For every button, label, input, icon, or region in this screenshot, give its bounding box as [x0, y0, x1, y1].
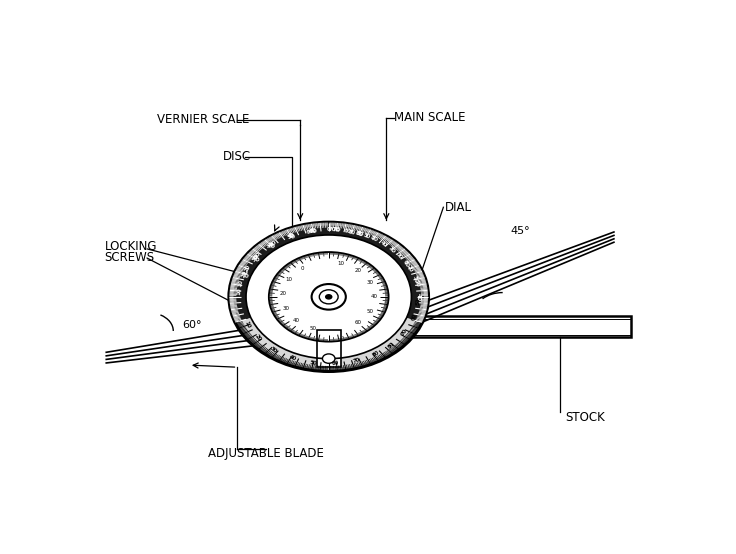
Text: SCREWS: SCREWS [105, 251, 155, 264]
Text: 30: 30 [251, 254, 260, 263]
Circle shape [322, 354, 335, 363]
Text: 30: 30 [395, 251, 403, 260]
Text: 80: 80 [355, 230, 364, 238]
Text: 70: 70 [352, 357, 361, 364]
Circle shape [319, 290, 338, 304]
Text: 30: 30 [367, 280, 374, 285]
Text: 40: 40 [266, 241, 276, 250]
Text: 40: 40 [293, 319, 300, 324]
Wedge shape [229, 222, 428, 322]
Text: 50: 50 [286, 232, 296, 240]
Text: 0: 0 [327, 227, 331, 232]
Text: 80: 80 [386, 341, 395, 350]
Text: 60: 60 [355, 320, 361, 326]
Text: 20: 20 [406, 264, 414, 273]
Text: 20: 20 [254, 334, 262, 342]
Text: 60: 60 [411, 313, 417, 322]
Text: 70: 70 [328, 227, 336, 233]
Text: DIAL: DIAL [445, 201, 472, 214]
Text: DISC: DISC [223, 151, 251, 163]
Text: 20: 20 [244, 264, 252, 273]
Text: 45°: 45° [510, 225, 530, 235]
Text: 70: 70 [400, 328, 408, 337]
Text: 60: 60 [309, 228, 317, 234]
Text: VERNIER SCALE: VERNIER SCALE [157, 114, 250, 126]
Text: 50: 50 [309, 360, 317, 366]
Circle shape [325, 294, 333, 300]
Text: 40: 40 [371, 294, 378, 299]
Circle shape [269, 252, 389, 342]
Text: 80: 80 [369, 235, 378, 243]
Wedge shape [235, 318, 422, 372]
Text: 80: 80 [372, 350, 381, 358]
Text: 20: 20 [280, 291, 287, 296]
Circle shape [311, 284, 346, 310]
Text: 50: 50 [310, 326, 316, 331]
Text: 10: 10 [337, 261, 344, 266]
Text: ADJUSTABLE BLADE: ADJUSTABLE BLADE [208, 447, 324, 460]
Text: LOCKING: LOCKING [105, 240, 157, 253]
Text: 60: 60 [402, 259, 411, 268]
Text: 60: 60 [308, 228, 318, 234]
Text: STOCK: STOCK [565, 411, 605, 424]
Text: 80: 80 [355, 230, 364, 238]
Bar [316, 330, 341, 367]
Text: 50: 50 [362, 232, 371, 240]
Text: 60: 60 [343, 228, 352, 234]
Text: 80: 80 [347, 229, 356, 235]
Text: 10: 10 [237, 287, 242, 295]
Text: 40: 40 [380, 240, 389, 248]
Text: 10: 10 [244, 321, 252, 330]
Text: 20: 20 [355, 268, 361, 273]
Text: 50: 50 [415, 297, 421, 305]
Text: 20: 20 [241, 270, 248, 278]
Text: 30: 30 [254, 251, 262, 260]
Text: 60: 60 [331, 361, 339, 366]
Text: 50: 50 [286, 232, 295, 240]
Text: 40: 40 [266, 241, 276, 250]
Text: 40: 40 [269, 240, 278, 248]
Text: 50: 50 [367, 309, 374, 314]
Text: 40: 40 [416, 293, 421, 301]
Text: 60: 60 [306, 228, 314, 234]
Text: 30: 30 [269, 345, 278, 354]
Text: 10: 10 [238, 279, 244, 287]
Text: 50: 50 [411, 275, 419, 284]
Text: 20: 20 [241, 269, 248, 279]
Text: 30: 30 [251, 254, 260, 263]
Text: 0: 0 [301, 266, 304, 271]
Text: MAIN SCALE: MAIN SCALE [394, 111, 466, 124]
Text: 10: 10 [413, 279, 420, 287]
Circle shape [229, 222, 428, 372]
Text: 50: 50 [286, 232, 295, 240]
Text: 70: 70 [387, 245, 397, 254]
Text: 10: 10 [286, 277, 293, 283]
Text: 70: 70 [333, 227, 341, 233]
Bar [261, 316, 631, 337]
Text: 70: 70 [332, 227, 341, 233]
Text: 30: 30 [283, 306, 289, 311]
Text: 60°: 60° [182, 320, 202, 330]
Text: 40: 40 [288, 354, 297, 362]
